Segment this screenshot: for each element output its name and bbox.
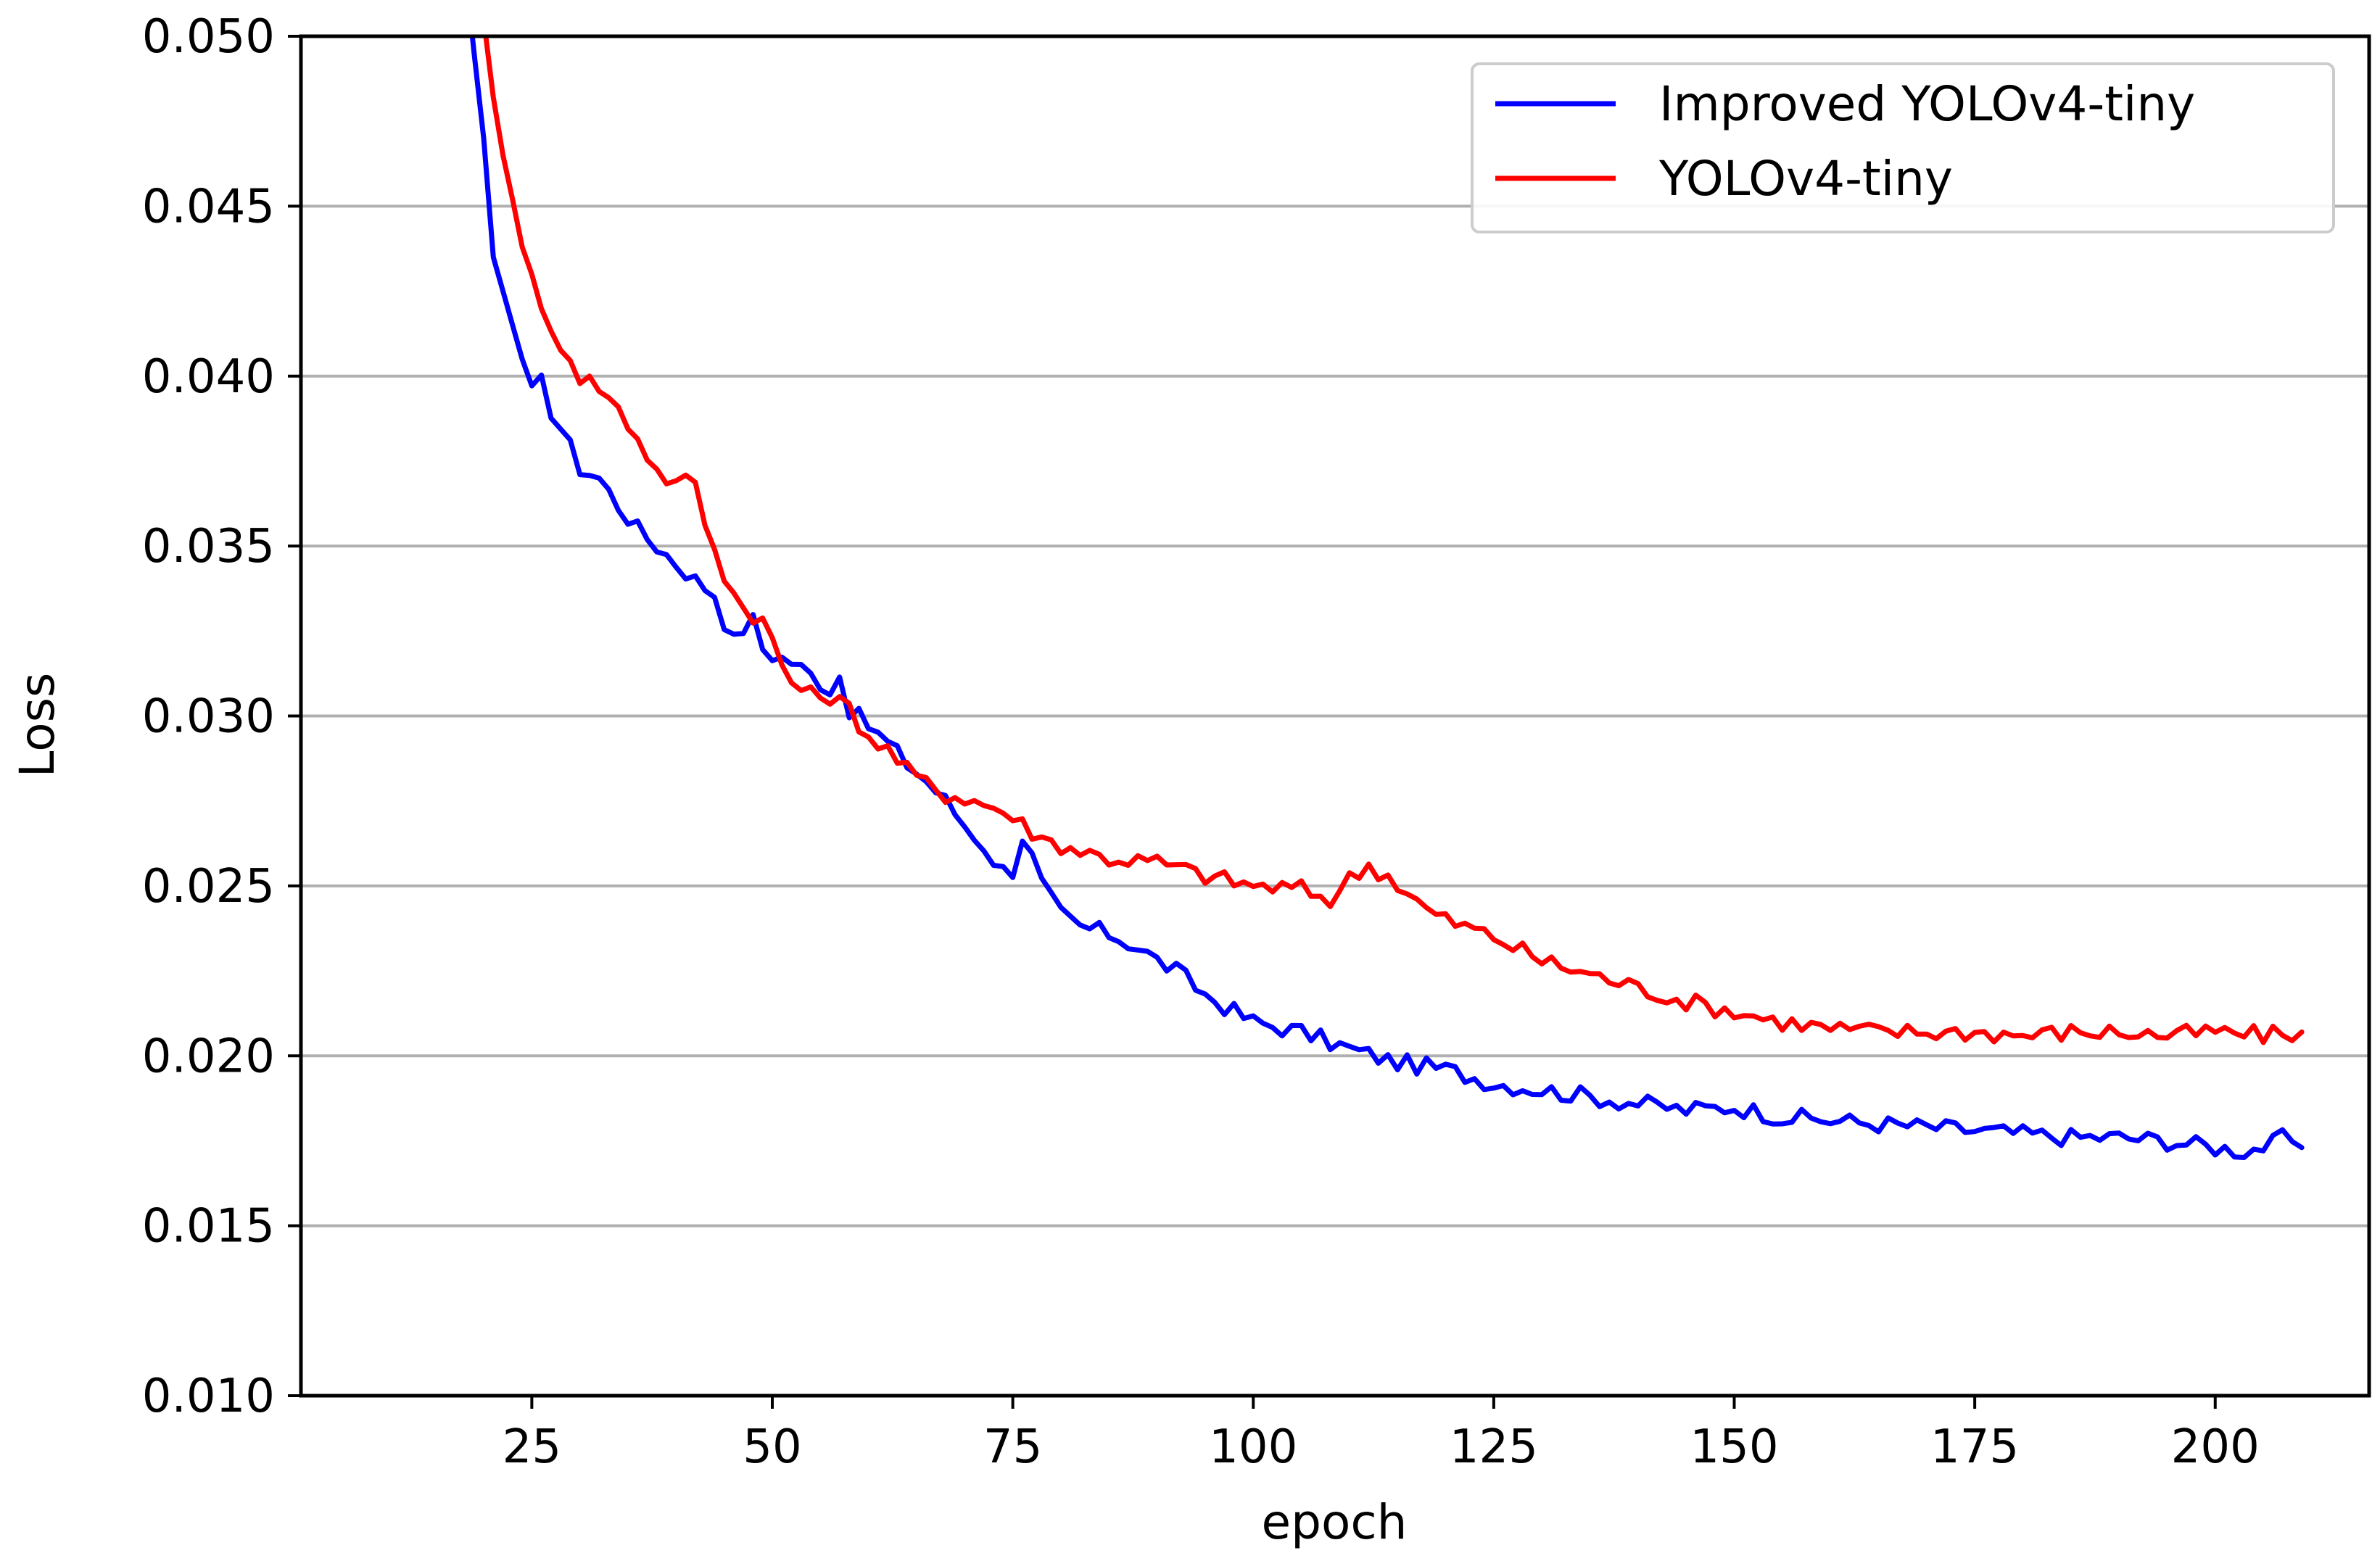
x-tick-label: 200 xyxy=(2171,1420,2260,1474)
y-tick-label: 0.025 xyxy=(142,860,275,914)
grid-layer xyxy=(301,204,2369,1227)
y-tick-label: 0.045 xyxy=(142,180,275,233)
legend: Improved YOLOv4-tiny YOLOv4-tiny xyxy=(1471,62,2335,233)
y-axis-label: Loss xyxy=(9,673,65,778)
y-tick-label: 0.035 xyxy=(142,520,275,574)
y-tick-label: 0.015 xyxy=(142,1200,275,1254)
legend-box xyxy=(1471,62,2335,233)
y-tick-label: 0.030 xyxy=(142,690,275,744)
x-tick-label: 125 xyxy=(1450,1420,1538,1474)
series-line-yolov4-tiny xyxy=(483,36,2305,1046)
x-tick-label: 150 xyxy=(1690,1420,1778,1474)
x-tick-label: 75 xyxy=(983,1420,1042,1474)
x-axis-label: epoch xyxy=(1262,1494,1408,1550)
y-tick-label: 0.050 xyxy=(142,10,275,64)
legend-label-yolov4-tiny: YOLOv4-tiny xyxy=(1658,151,1953,207)
x-tick-label: 175 xyxy=(1930,1420,2019,1474)
x-axis-ticks: 25 50 75 100 125 150 175 200 xyxy=(503,1396,2260,1474)
y-tick-label: 0.020 xyxy=(142,1030,275,1083)
x-tick-label: 25 xyxy=(503,1420,561,1474)
y-tick-label: 0.040 xyxy=(142,350,275,404)
legend-label-improved-yolov4-tiny: Improved YOLOv4-tiny xyxy=(1659,76,2195,132)
series-line-improved-yolov4-tiny xyxy=(469,36,2305,1160)
series-layer xyxy=(469,36,2305,1160)
y-tick-label: 0.010 xyxy=(142,1370,275,1423)
y-axis-ticks: 0.010 0.015 0.020 0.025 0.030 0.035 0.040 0.045… xyxy=(142,10,301,1423)
x-tick-label: 100 xyxy=(1209,1420,1297,1474)
x-tick-label: 50 xyxy=(743,1420,801,1474)
